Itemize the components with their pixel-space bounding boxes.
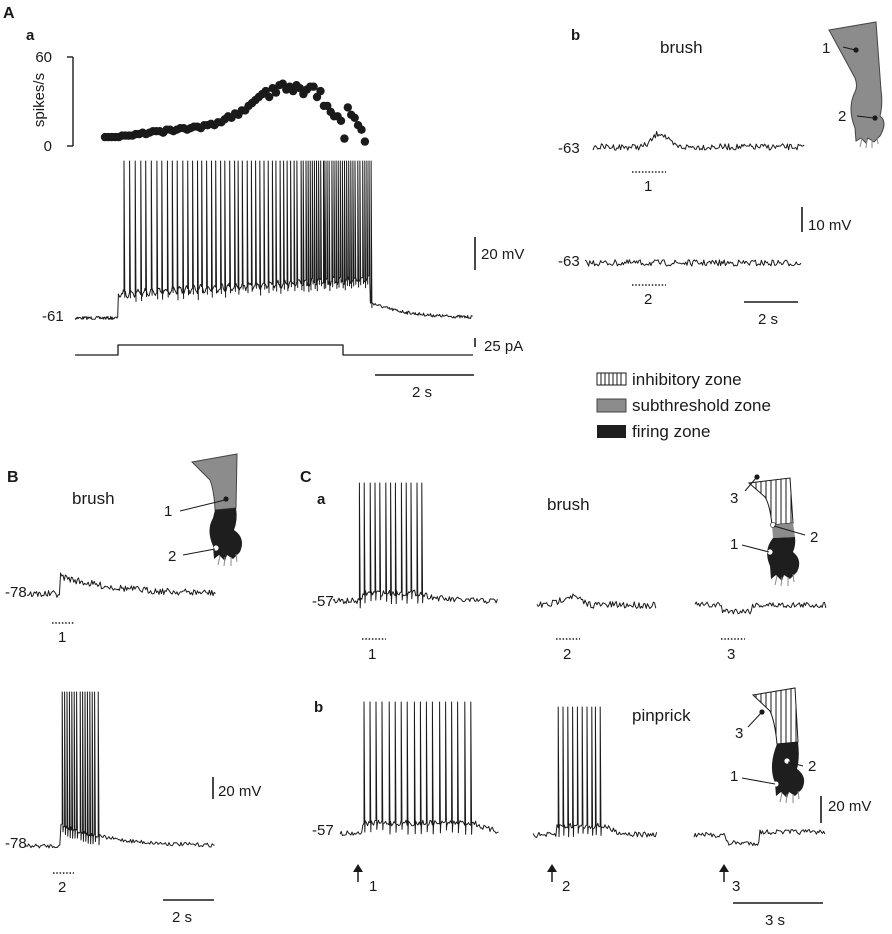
voltage-trace-aa xyxy=(74,160,473,321)
ca-title: brush xyxy=(547,495,590,514)
panel-a-label: A xyxy=(3,5,15,22)
stimulus-number-ab-1: 1 xyxy=(644,178,652,195)
site-label-cb-2: 2 xyxy=(808,758,816,775)
stimulus-number-ca-1: 1 xyxy=(368,646,376,663)
voltage-trace-cb-1 xyxy=(339,701,499,837)
stimulus-number-cb-1: 1 xyxy=(369,878,377,895)
site-label-ca-3: 3 xyxy=(730,490,738,507)
stimulus-number-b-1: 1 xyxy=(58,629,66,646)
arrow-icon xyxy=(547,864,557,882)
scale-label-2s-ab: 2 s xyxy=(758,311,778,328)
stimulus-number-cb-3: 3 xyxy=(732,878,740,895)
voltage-trace-b-2 xyxy=(24,691,215,849)
stimulus-number-cb-2: 2 xyxy=(562,878,570,895)
arrow-icon xyxy=(353,864,363,882)
rate-scatter xyxy=(100,79,370,146)
legend-subthreshold: subthreshold zone xyxy=(632,396,771,415)
scale-label-20mv-aa: 20 mV xyxy=(481,246,524,263)
scale-label-20mv-cb: 20 mV xyxy=(828,798,871,815)
site-label-b-1: 1 xyxy=(164,503,172,520)
hindlimb-diagram-ab xyxy=(828,21,885,149)
stimulus-number-b-2: 2 xyxy=(58,879,66,896)
stimulus-number-ab-2: 2 xyxy=(644,291,652,308)
panel-aa-label: a xyxy=(26,27,35,44)
voltage-trace-cb-3 xyxy=(693,829,826,846)
b-title: brush xyxy=(72,489,115,508)
rest-potential-ca: -57 xyxy=(312,593,334,610)
site-label-b-2: 2 xyxy=(168,548,176,565)
arrow-icon xyxy=(719,864,729,882)
voltage-trace-ca-2 xyxy=(536,593,657,609)
stimulus-number-ca-3: 3 xyxy=(727,646,735,663)
rate-axis-label: spikes/s xyxy=(31,73,48,127)
scale-label-2s-aa: 2 s xyxy=(412,384,432,401)
hindlimb-diagram-ca xyxy=(741,474,806,587)
rest-potential-cb: -57 xyxy=(312,822,334,839)
ab-title: brush xyxy=(660,38,703,57)
voltage-trace-ca-1 xyxy=(332,482,498,609)
panel-c-label: C xyxy=(300,469,312,486)
site-label-ab-1: 1 xyxy=(822,40,830,57)
site-label-ab-2: 2 xyxy=(838,108,846,125)
rate-point xyxy=(357,125,366,134)
site-label-cb-1: 1 xyxy=(730,768,738,785)
firing-zone-swatch xyxy=(597,425,626,438)
legend-inhibitory: inhibitory zone xyxy=(632,370,742,389)
rate-point xyxy=(309,82,318,91)
rate-point xyxy=(350,113,359,123)
cb-title: pinprick xyxy=(632,706,691,725)
rate-axis xyxy=(67,56,74,147)
panel-b-label: B xyxy=(7,469,19,486)
rate-point xyxy=(271,88,281,97)
current-step-trace xyxy=(75,344,473,356)
rest-potential-b-1: -78 xyxy=(5,584,27,601)
panel-ab-label: b xyxy=(571,27,580,44)
rest-potential-ab-2: -63 xyxy=(558,253,580,270)
scale-label-2s-b: 2 s xyxy=(172,909,192,926)
hindlimb-diagram-b xyxy=(179,453,242,567)
rate-point xyxy=(360,137,370,146)
inhibitory-zone-swatch xyxy=(596,372,627,386)
scale-label-20mv-b: 20 mV xyxy=(218,783,261,800)
voltage-trace-cb-2 xyxy=(532,706,658,839)
voltage-trace-b-1 xyxy=(26,572,216,598)
voltage-trace-ca-3 xyxy=(694,601,827,615)
legend-firing: firing zone xyxy=(632,422,710,441)
subthreshold-zone-swatch xyxy=(596,398,627,413)
hindlimb-diagram-cb xyxy=(741,687,805,804)
rest-potential-ab-1: -63 xyxy=(558,140,580,157)
rest-potential-b-2: -78 xyxy=(5,835,27,852)
site-label-ca-1: 1 xyxy=(730,536,738,553)
rate-point xyxy=(265,92,274,102)
y-tick-60: 60 xyxy=(35,49,52,66)
voltage-trace-ab-2 xyxy=(584,259,802,267)
scale-label-25pa: 25 pA xyxy=(484,338,523,355)
rest-potential-aa: -61 xyxy=(42,308,64,325)
panel-cb-label: b xyxy=(314,699,323,716)
site-label-cb-3: 3 xyxy=(735,725,743,742)
rate-point xyxy=(336,116,346,126)
rate-point xyxy=(343,103,352,112)
scale-label-10mv-ab: 10 mV xyxy=(808,217,851,234)
zone-legend xyxy=(596,372,627,438)
voltage-trace-ab-1 xyxy=(592,131,805,151)
rate-point xyxy=(316,86,325,96)
stimulus-number-ca-2: 2 xyxy=(563,646,571,663)
site-label-ca-2: 2 xyxy=(810,529,818,546)
y-tick-0: 0 xyxy=(44,138,52,155)
panel-ca-label: a xyxy=(317,491,326,508)
scale-label-3s-cb: 3 s xyxy=(765,912,785,929)
rate-point xyxy=(340,134,349,143)
